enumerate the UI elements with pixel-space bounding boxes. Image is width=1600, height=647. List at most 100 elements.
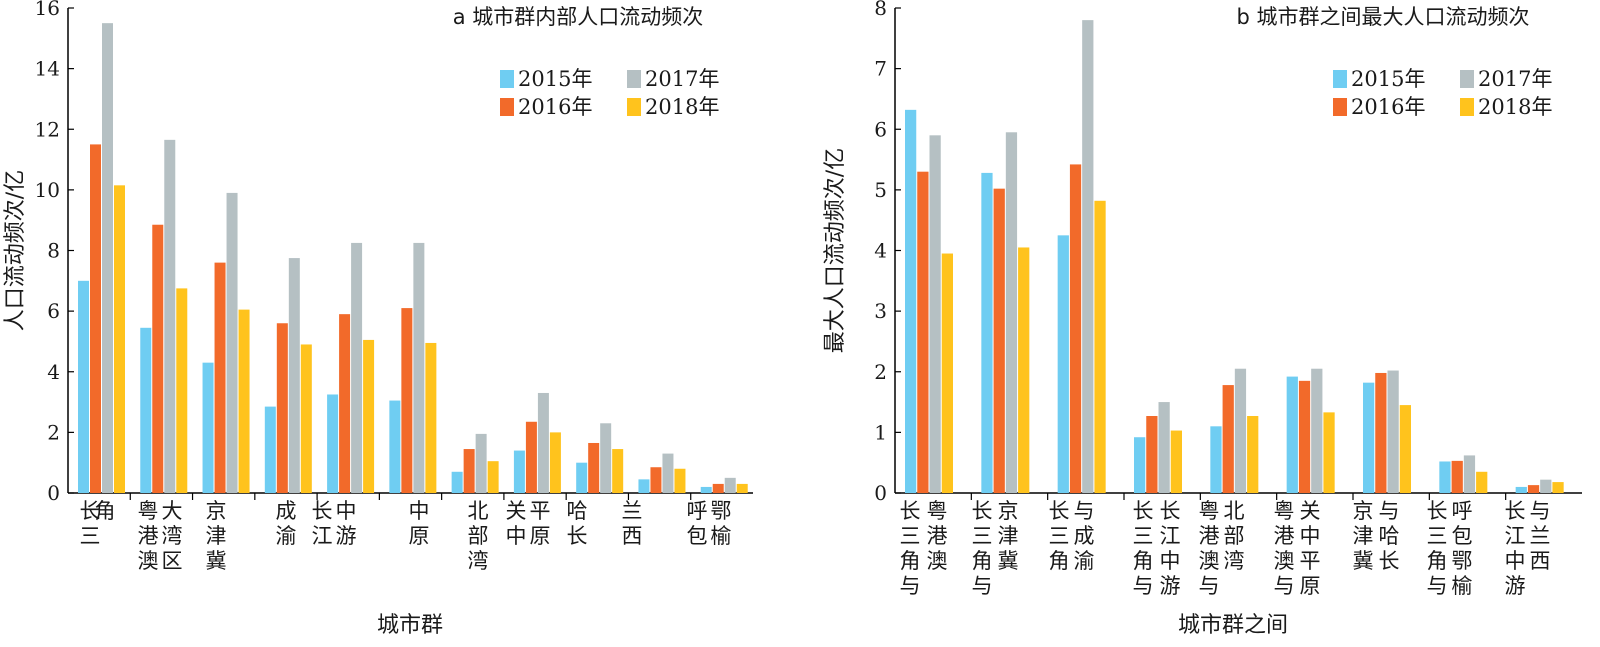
bar-a-series0-cat5	[389, 400, 401, 493]
y-tick-label: 2	[47, 420, 60, 444]
x-category-label: 包	[1452, 524, 1473, 548]
x-category-label: 澳	[1199, 549, 1220, 573]
x-category-label: 西	[1530, 549, 1551, 573]
legend-label: 2018年	[645, 95, 719, 119]
bar-a-series0-cat2	[202, 362, 214, 493]
bar-a-series2-cat5	[413, 242, 425, 493]
x-category-label: 成	[276, 499, 297, 523]
x-category-label: 江	[1505, 524, 1526, 548]
x-category-label: 北	[468, 499, 489, 523]
x-category-label: 区	[162, 549, 183, 573]
x-category-label: 三	[1049, 524, 1070, 548]
bar-a-series1-cat9	[650, 467, 662, 493]
bar-a-series2-cat1	[164, 139, 176, 493]
x-category-label: 湾	[1224, 549, 1245, 573]
x-category-label: 长	[972, 499, 993, 523]
bar-b-series2-cat7	[1463, 455, 1476, 493]
bar-b-series2-cat4	[1234, 368, 1247, 493]
x-category-label: 中	[409, 499, 430, 523]
legend-label: 2016年	[518, 95, 592, 119]
bar-a-series1-cat6	[463, 449, 475, 493]
bar-a-series1-cat2	[214, 262, 226, 493]
bar-a-series1-cat1	[152, 224, 164, 493]
x-category-label: 三	[972, 524, 993, 548]
y-tick-label: 16	[35, 0, 60, 20]
bar-a-series3-cat9	[674, 468, 686, 493]
x-category-label: 游	[1160, 574, 1181, 598]
bar-b-series3-cat1	[1018, 247, 1030, 493]
y-tick-label: 3	[874, 299, 887, 323]
legend-label: 2017年	[1478, 67, 1552, 91]
bar-a-series2-cat8	[600, 423, 612, 493]
y-tick-label: 5	[874, 178, 887, 202]
bar-b-series3-cat4	[1247, 416, 1259, 493]
x-category-label: 鄂	[711, 499, 732, 523]
bar-a-series1-cat8	[588, 442, 600, 493]
bar-a-series3-cat7	[549, 432, 561, 493]
x-category-label: 港	[927, 524, 948, 548]
x-category-label: 江	[1160, 524, 1181, 548]
bar-b-series3-cat3	[1170, 430, 1182, 493]
x-category-label: 长	[80, 499, 101, 523]
bar-a-series1-cat7	[525, 421, 537, 493]
x-category-label: 与	[1274, 574, 1295, 598]
bar-b-series1-cat3	[1146, 416, 1158, 493]
legend-swatch	[1333, 70, 1347, 88]
bar-a-series0-cat7	[513, 450, 525, 493]
x-category-label: 长	[1379, 549, 1400, 573]
x-category-label: 与	[1530, 499, 1551, 523]
legend-label: 2016年	[1351, 95, 1425, 119]
bar-b-series3-cat0	[941, 253, 953, 493]
x-category-label: 京	[998, 499, 1019, 523]
x-category-label: 湾	[468, 549, 489, 573]
x-category-label: 呼	[687, 499, 708, 523]
chart-panel-b: 012345678长三角与粤港澳长三角与京津冀长三角与成渝长三角与长江中游粤港澳…	[823, 0, 1582, 638]
bar-b-series2-cat1	[1005, 132, 1018, 493]
x-category-label: 澳	[138, 549, 159, 573]
y-tick-label: 1	[874, 420, 887, 444]
bar-a-series3-cat5	[425, 342, 437, 493]
bar-b-series2-cat5	[1311, 368, 1323, 493]
bar-b-series3-cat2	[1094, 200, 1106, 493]
y-tick-label: 14	[35, 57, 60, 81]
legend-swatch	[500, 98, 514, 116]
bar-a-series0-cat3	[264, 406, 276, 493]
bar-a-series2-cat7	[537, 392, 549, 493]
x-category-label: 角	[1427, 549, 1448, 573]
x-category-label: 中	[1300, 524, 1321, 548]
bar-b-series1-cat0	[917, 171, 929, 493]
bar-b-series0-cat0	[905, 109, 917, 493]
chart-title: a 城市群内部人口流动频次	[453, 5, 704, 29]
bar-b-series3-cat7	[1476, 471, 1488, 493]
bar-b-series1-cat8	[1527, 485, 1540, 493]
y-tick-label: 6	[874, 117, 887, 141]
bar-a-series0-cat9	[638, 479, 650, 493]
legend: 2015年 2016年 2017年 2018年	[1333, 67, 1552, 119]
bar-a-series0-cat8	[576, 462, 588, 493]
x-category-label: 部	[1224, 524, 1245, 548]
bar-b-series0-cat3	[1134, 437, 1146, 493]
bar-a-series3-cat1	[176, 288, 188, 493]
bar-a-series0-cat6	[451, 471, 463, 493]
x-category-label: 哈	[567, 499, 588, 523]
bar-b-series0-cat7	[1439, 461, 1451, 493]
x-category-label: 津	[206, 524, 227, 548]
x-category-label: 中	[1505, 549, 1526, 573]
bar-a-series3-cat3	[300, 344, 312, 493]
bar-a-series3-cat10	[736, 483, 748, 493]
x-category-label: 长	[1049, 499, 1070, 523]
bar-a-series2-cat10	[724, 477, 736, 493]
x-axis-title: 城市群之间	[1178, 613, 1288, 638]
bar-a-series1-cat0	[90, 144, 101, 493]
x-category-label: 鄂	[1452, 549, 1473, 573]
x-category-label: 京	[206, 499, 227, 523]
bar-a-series3-cat0	[114, 185, 125, 493]
bar-b-series1-cat6	[1375, 372, 1387, 493]
x-category-label: 包	[687, 524, 708, 548]
bar-a-series2-cat2	[226, 192, 238, 493]
x-category-label: 关	[506, 499, 527, 523]
x-category-label: 与	[1074, 499, 1095, 523]
x-category-label: 北	[1224, 499, 1245, 523]
